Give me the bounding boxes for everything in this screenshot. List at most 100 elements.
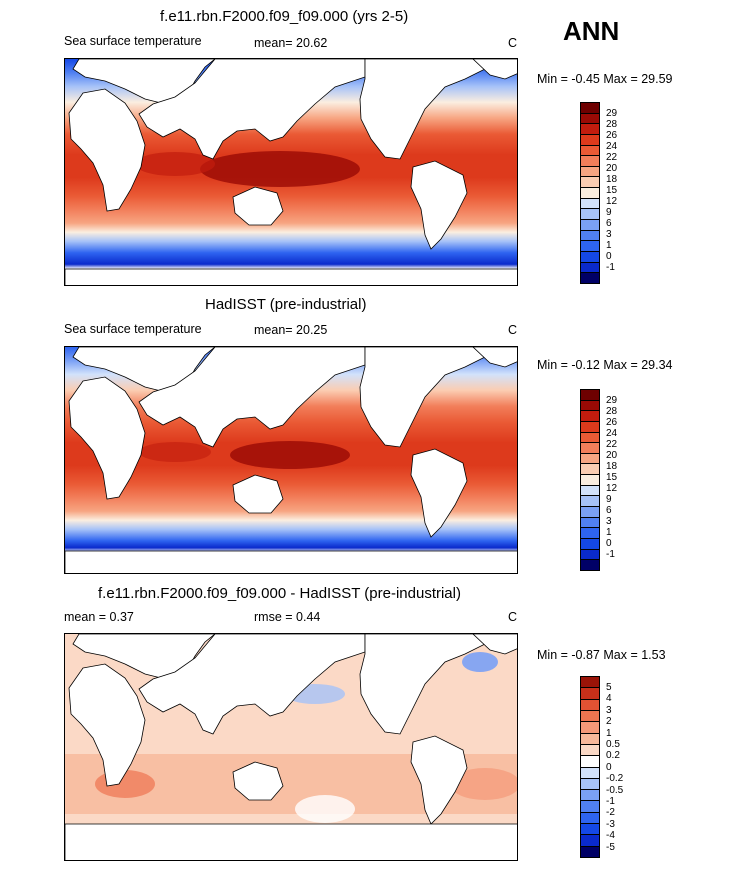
colorbar-tick: 28	[606, 406, 618, 417]
colorbar-tick: 26	[606, 130, 618, 141]
colorbar-swatch	[581, 506, 599, 517]
colorbar-swatch	[581, 272, 599, 283]
panel-2-mean: mean= 20.25	[254, 323, 328, 337]
colorbar-swatch	[581, 261, 599, 273]
colorbar-tick: 6	[606, 505, 612, 516]
colorbar-tick: 20	[606, 163, 618, 174]
colorbar-tick: -5	[606, 842, 615, 853]
panel-1-map	[64, 58, 518, 286]
colorbar-swatch	[581, 698, 599, 710]
colorbar-swatch	[581, 709, 599, 722]
colorbar-tick: 3	[606, 705, 612, 716]
colorbar-swatch	[581, 495, 599, 507]
colorbar-swatch	[581, 155, 599, 166]
colorbar-tick: -0.2	[606, 773, 624, 784]
colorbar-tick: 4	[606, 693, 612, 704]
colorbar-tick: -4	[606, 830, 615, 841]
colorbar-swatch	[581, 165, 599, 177]
panel-1-colorbar	[580, 102, 600, 284]
colorbar-swatch	[581, 743, 599, 756]
colorbar-swatch	[581, 732, 599, 744]
panel-3-title: f.e11.rbn.F2000.f09_f09.000 - HadISST (p…	[98, 585, 461, 602]
colorbar-tick: 3	[606, 516, 612, 527]
colorbar-swatch	[581, 463, 599, 475]
colorbar-tick: 6	[606, 218, 612, 229]
colorbar-tick: 0	[606, 538, 612, 549]
colorbar-tick: 26	[606, 417, 618, 428]
colorbar-tick: 28	[606, 119, 618, 130]
colorbar-swatch	[581, 452, 599, 464]
colorbar-tick: 12	[606, 196, 618, 207]
colorbar-swatch	[581, 103, 599, 113]
colorbar-tick: 0	[606, 251, 612, 262]
panel-3-units: C	[508, 610, 518, 624]
colorbar-swatch	[581, 537, 599, 549]
colorbar-swatch	[581, 474, 599, 485]
colorbar-tick: 22	[606, 152, 618, 163]
colorbar-swatch	[581, 442, 599, 453]
colorbar-tick: 0	[606, 762, 612, 773]
colorbar-swatch	[581, 677, 599, 688]
colorbar-tick: 1	[606, 728, 612, 739]
colorbar-swatch	[581, 229, 599, 241]
panel-2-variable: Sea surface temperature	[64, 322, 202, 336]
colorbar-tick: 29	[606, 108, 618, 119]
season-label: ANN	[563, 16, 620, 46]
panel-3-map	[64, 633, 518, 861]
colorbar-swatch	[581, 208, 599, 220]
panel-3-minmax: Min = -0.87 Max = 1.53	[537, 648, 666, 662]
colorbar-swatch	[581, 721, 599, 733]
panel-1-units: C	[508, 36, 518, 50]
colorbar-swatch	[581, 123, 599, 134]
colorbar-tick: -1	[606, 796, 615, 807]
panel-1-mean: mean= 20.62	[254, 36, 328, 50]
panel-2-map	[64, 346, 518, 574]
colorbar-tick: 29	[606, 395, 618, 406]
colorbar-tick: -1	[606, 262, 615, 273]
colorbar-swatch	[581, 845, 599, 857]
colorbar-swatch	[581, 800, 599, 812]
panel-2-units: C	[508, 323, 518, 337]
colorbar-swatch	[581, 187, 599, 198]
colorbar-tick: 3	[606, 229, 612, 240]
colorbar-swatch	[581, 133, 599, 145]
colorbar-tick: 0.2	[606, 750, 620, 761]
panel-2-colorbar	[580, 389, 600, 571]
panel-3-mean: mean = 0.37	[64, 610, 134, 624]
colorbar-swatch	[581, 219, 599, 230]
colorbar-swatch	[581, 197, 599, 209]
colorbar-tick: 20	[606, 450, 618, 461]
panel-1-title: f.e11.rbn.F2000.f09_f09.000 (yrs 2-5)	[160, 8, 409, 25]
panel-1-variable: Sea surface temperature	[64, 34, 202, 48]
colorbar-tick: 1	[606, 240, 612, 251]
colorbar-swatch	[581, 777, 599, 790]
colorbar-swatch	[581, 755, 599, 767]
colorbar-swatch	[581, 410, 599, 421]
colorbar-swatch	[581, 789, 599, 801]
colorbar-swatch	[581, 431, 599, 443]
colorbar-swatch	[581, 548, 599, 560]
colorbar-tick: 5	[606, 682, 612, 693]
colorbar-swatch	[581, 240, 599, 251]
colorbar-tick: -3	[606, 819, 615, 830]
colorbar-swatch	[581, 687, 599, 699]
panel-2-title: HadISST (pre-industrial)	[205, 296, 367, 313]
colorbar-tick: 12	[606, 483, 618, 494]
colorbar-swatch	[581, 176, 599, 188]
colorbar-swatch	[581, 823, 599, 835]
colorbar-tick: 18	[606, 461, 618, 472]
colorbar-swatch	[581, 250, 599, 262]
colorbar-tick: 15	[606, 185, 618, 196]
colorbar-tick: -0.5	[606, 785, 624, 796]
colorbar-tick: 15	[606, 472, 618, 483]
colorbar-swatch	[581, 144, 599, 156]
colorbar-swatch	[581, 420, 599, 432]
colorbar-tick: 9	[606, 207, 612, 218]
colorbar-tick: -2	[606, 807, 615, 818]
colorbar-swatch	[581, 399, 599, 411]
colorbar-swatch	[581, 112, 599, 124]
colorbar-swatch	[581, 527, 599, 538]
panel-1-minmax: Min = -0.45 Max = 29.59	[537, 72, 673, 86]
colorbar-tick: 1	[606, 527, 612, 538]
panel-3-colorbar	[580, 676, 600, 858]
